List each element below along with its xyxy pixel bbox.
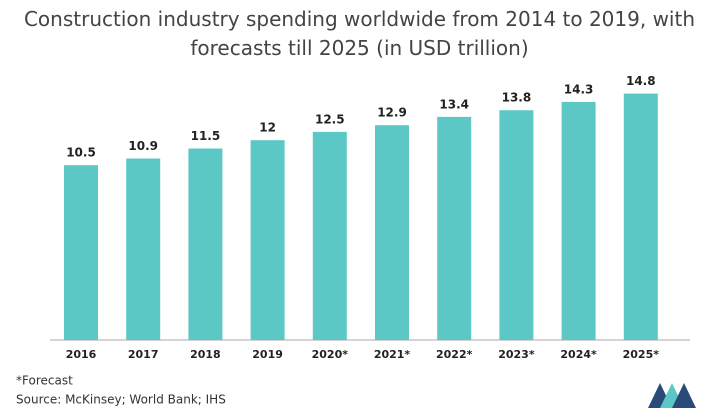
value-label: 12.9 [377, 106, 407, 120]
value-label: 10.9 [128, 139, 158, 153]
x-tick-label: 2019 [252, 348, 283, 361]
value-label: 14.3 [564, 82, 594, 96]
x-tick-label: 2018 [190, 348, 221, 361]
x-tick-label: 2016 [66, 348, 97, 361]
bar [250, 140, 285, 340]
value-label: 12.5 [315, 112, 345, 126]
bar [188, 148, 223, 340]
bar [623, 93, 658, 340]
bar [312, 131, 347, 340]
value-label: 10.5 [66, 146, 96, 160]
bar [64, 165, 98, 340]
chart-title: Construction industry spending worldwide… [23, 7, 696, 60]
logo [648, 383, 696, 408]
value-label: 14.8 [626, 74, 656, 88]
source: Source: McKinsey; World Bank; IHS [16, 393, 226, 407]
value-label: 11.5 [191, 129, 221, 143]
x-tick-label: 2025* [623, 348, 660, 361]
bar [561, 101, 596, 340]
x-tick-label: 2024* [560, 348, 597, 361]
value-label: 13.8 [502, 91, 532, 105]
x-tick-label: 2023* [498, 348, 535, 361]
bar [437, 116, 472, 340]
footnote: *Forecast [16, 374, 73, 388]
bar [375, 125, 409, 340]
x-tick-label: 2021* [374, 348, 411, 361]
x-tick-label: 2017 [128, 348, 159, 361]
value-label: 13.4 [439, 97, 469, 111]
value-label: 12 [259, 121, 276, 135]
bar [126, 158, 161, 340]
x-tick-label: 2022* [436, 348, 473, 361]
x-tick-label: 2020* [312, 348, 349, 361]
bar [499, 110, 534, 340]
